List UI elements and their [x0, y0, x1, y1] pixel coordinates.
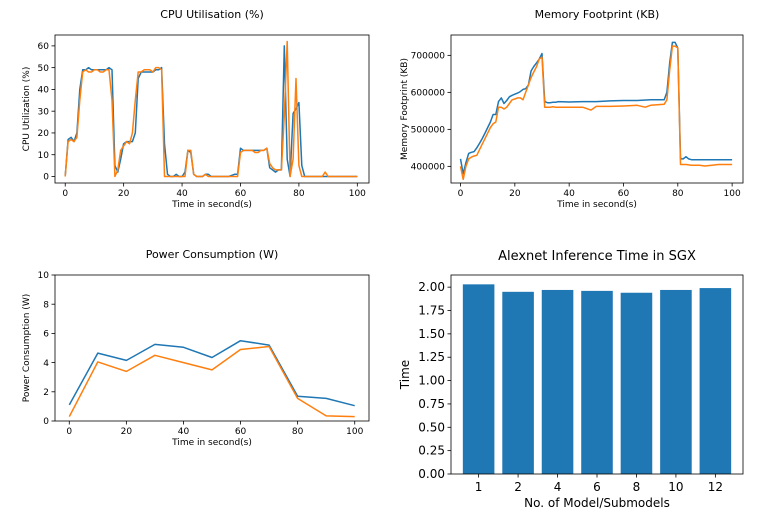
- cpu-utilisation-chart: CPU Utilisation (%) 0 20 40 60 80 100 0 10 20 30 40…: [22, 8, 370, 210]
- x-axis-label: Time in second(s): [171, 200, 252, 210]
- series-line-1: [64, 45, 358, 178]
- x-tick-label: 1: [475, 480, 483, 494]
- chart-title: Alexnet Inference Time in SGX: [498, 249, 696, 264]
- plot-frame: [450, 274, 744, 475]
- x-tick-label: 100: [346, 427, 363, 437]
- y-tick-label: 4: [43, 359, 49, 369]
- series-line-2: [68, 345, 355, 418]
- y-tick-label: 30: [38, 107, 50, 117]
- y-axis-label: Memory Footprint (KB): [400, 58, 410, 160]
- bar-12: [699, 288, 732, 474]
- x-tick-label: 20: [509, 189, 521, 199]
- x-tick-label: 80: [293, 189, 305, 199]
- y-tick-label: 10: [38, 151, 50, 161]
- y-tick-label: 60: [38, 42, 50, 52]
- chart-title: Memory Footprint (KB): [535, 8, 660, 21]
- bar-4: [541, 289, 574, 474]
- plot-frame: [54, 274, 370, 422]
- x-tick-label: 100: [724, 189, 741, 199]
- x-tick-label: 2: [514, 480, 522, 494]
- y-tick-label: 0.75: [418, 397, 445, 411]
- y-axis-label: Time: [398, 360, 412, 390]
- y-tick-label: 40: [38, 86, 50, 96]
- y-axis-label: Power Consumption (W): [22, 294, 32, 402]
- y-tick-label: 400000: [411, 163, 446, 173]
- x-tick-label: 0: [66, 427, 72, 437]
- y-tick-label: 10: [38, 271, 50, 281]
- y-tick-label: 8: [43, 300, 49, 310]
- y-tick-label: 1.75: [418, 304, 445, 318]
- x-tick-label: 80: [292, 427, 304, 437]
- x-axis-label: Time in second(s): [556, 200, 637, 210]
- y-tick-label: 2.00: [418, 280, 445, 294]
- y-tick-label: 6: [43, 330, 49, 340]
- bar-6: [581, 290, 613, 474]
- bar-8: [620, 292, 653, 474]
- series-line-1: [459, 41, 733, 175]
- y-tick-label: 0.25: [418, 444, 445, 458]
- x-tick-label: 20: [118, 189, 130, 199]
- x-tick-label: 10: [668, 480, 683, 494]
- x-tick-label: 80: [672, 189, 684, 199]
- y-tick-label: 500000: [411, 126, 446, 136]
- chart-title: Power Consumption (W): [146, 248, 279, 261]
- bar-2: [502, 291, 534, 474]
- series-line-1: [68, 339, 355, 407]
- x-tick-label: 60: [235, 189, 247, 199]
- x-tick-label: 60: [618, 189, 630, 199]
- x-tick-label: 60: [235, 427, 247, 437]
- x-tick-label: 20: [121, 427, 133, 437]
- series-line-2: [64, 40, 358, 178]
- y-tick-label: 1.50: [418, 327, 445, 341]
- x-axis-label: Time in second(s): [171, 438, 252, 448]
- x-tick-label: 40: [178, 427, 190, 437]
- y-tick-label: 2: [43, 388, 49, 398]
- x-tick-label: 6: [593, 480, 601, 494]
- y-tick-label: 700000: [411, 52, 446, 62]
- x-tick-label: 4: [554, 480, 562, 494]
- x-tick-label: 100: [349, 189, 366, 199]
- y-tick-label: 0: [43, 173, 49, 183]
- series-line-2: [459, 45, 733, 181]
- x-tick-label: 40: [176, 189, 188, 199]
- memory-footprint-chart: Memory Footprint (KB) 0 20 40 60 80 100 400000 5…: [400, 8, 744, 210]
- y-tick-label: 1.00: [418, 374, 445, 388]
- bar-1: [462, 284, 495, 474]
- x-tick-label: 40: [563, 189, 575, 199]
- y-axis-label: CPU Utilization (%): [22, 67, 32, 152]
- y-tick-label: 1.25: [418, 350, 445, 364]
- plot-frame: [54, 34, 370, 184]
- plot-frame: [450, 34, 744, 184]
- x-axis-label: No. of Model/Submodels: [524, 496, 670, 510]
- y-tick-label: 600000: [411, 89, 446, 99]
- y-tick-label: 0.50: [418, 420, 445, 434]
- power-consumption-chart: Power Consumption (W) 0 20 40 60 80 100 0 2 4 6 8 10…: [22, 248, 370, 448]
- y-tick-label: 0: [43, 417, 49, 427]
- y-tick-label: 0.00: [418, 467, 445, 481]
- x-tick-label: 0: [458, 189, 464, 199]
- y-tick-label: 50: [38, 64, 50, 74]
- y-tick-label: 20: [38, 129, 50, 139]
- x-tick-label: 0: [62, 189, 68, 199]
- bar-10: [660, 289, 692, 474]
- x-tick-label: 8: [633, 480, 641, 494]
- x-tick-label: 12: [708, 480, 723, 494]
- chart-title: CPU Utilisation (%): [160, 8, 263, 21]
